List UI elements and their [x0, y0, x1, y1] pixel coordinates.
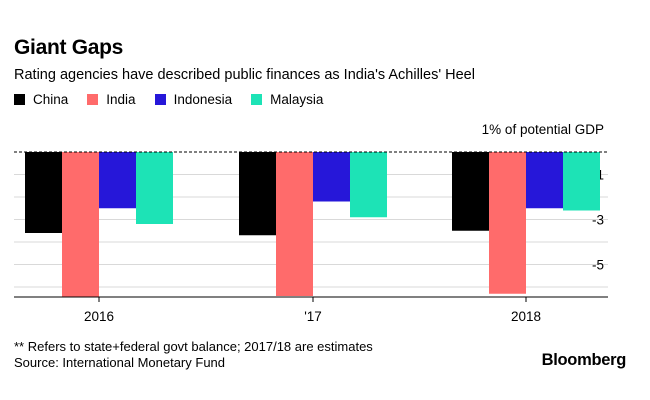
bar-indonesia-1 [313, 152, 350, 202]
bar-indonesia-2 [526, 152, 563, 209]
legend-swatch-china [14, 94, 25, 105]
bar-malaysia-1 [350, 152, 387, 218]
chart-title: Giant Gaps [14, 36, 124, 59]
y-tick-label: -3 [592, 213, 604, 228]
legend-item-india: India [87, 92, 136, 107]
bar-india-1 [276, 152, 313, 296]
x-tick-label: 2016 [84, 309, 114, 324]
legend-item-china: China [14, 92, 68, 107]
bloomberg-logo: Bloomberg [541, 351, 627, 369]
legend: China India Indonesia Malaysia [14, 92, 342, 107]
legend-label-malaysia: Malaysia [270, 92, 324, 107]
legend-swatch-indonesia [154, 94, 166, 105]
bar-indonesia-0 [99, 152, 136, 209]
legend-label-china: China [33, 92, 69, 107]
legend-item-malaysia: Malaysia [251, 92, 323, 107]
bar-china-2 [452, 152, 489, 231]
y-tick-label: -5 [592, 258, 604, 273]
x-tick-label: 2018 [511, 309, 541, 324]
footnote: ** Refers to state+federal govt balance;… [14, 339, 373, 354]
legend-swatch-malaysia [251, 94, 263, 105]
bar-china-1 [239, 152, 276, 236]
unit-label: 1% of potential GDP [482, 122, 604, 137]
bar-india-0 [62, 152, 99, 297]
legend-label-indonesia: Indonesia [173, 92, 233, 107]
x-tick-label: '17 [304, 309, 322, 324]
source-note: Source: International Monetary Fund [14, 355, 226, 370]
legend-swatch-india [87, 94, 99, 105]
legend-item-indonesia: Indonesia [154, 92, 233, 107]
chart-subtitle: Rating agencies have described public fi… [14, 67, 475, 83]
bar-china-0 [25, 152, 62, 233]
bar-malaysia-0 [136, 152, 173, 224]
legend-label-india: India [106, 92, 136, 107]
bar-india-2 [489, 152, 526, 294]
bar-malaysia-2 [563, 152, 600, 211]
chart-card: Giant Gaps Rating agencies have describe… [8, 22, 642, 377]
